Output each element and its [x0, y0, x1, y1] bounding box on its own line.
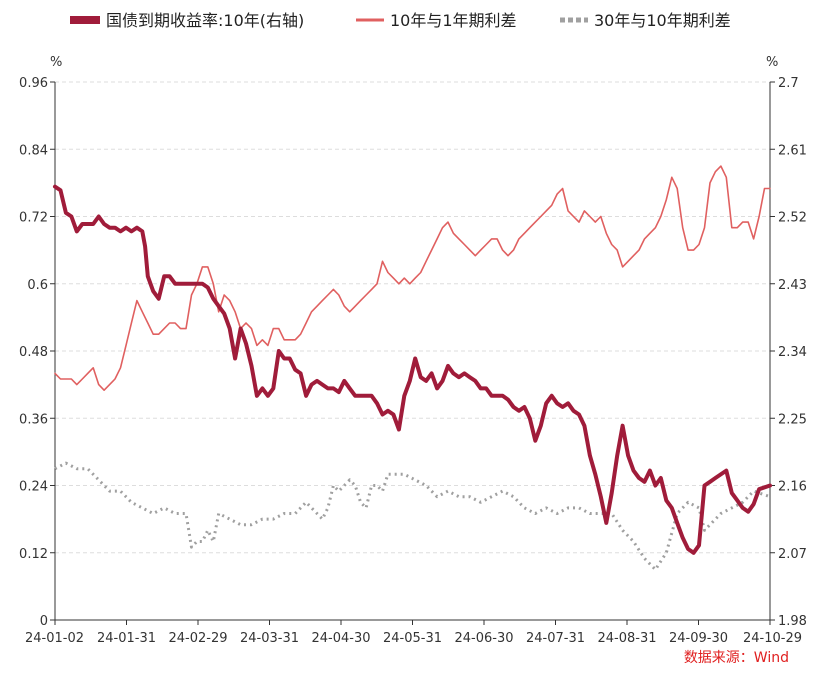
- left-tick-label: 0.84: [19, 143, 48, 158]
- x-tick-label: 24-06-30: [454, 631, 513, 646]
- legend-entry-10y-yield[interactable]: 国债到期收益率:10年(右轴): [70, 11, 304, 30]
- legend-entry-30y-10y-spread[interactable]: 30年与10年期利差: [560, 11, 731, 30]
- left-axis-unit: %: [50, 55, 62, 70]
- legend-entry-10y-1y-spread[interactable]: 10年与1年期利差: [356, 11, 517, 30]
- legend-label-10y-1y-spread: 10年与1年期利差: [390, 11, 517, 30]
- x-tick-label: 24-09-30: [669, 631, 728, 646]
- legend-label-30y-10y-spread: 30年与10年期利差: [594, 11, 731, 30]
- legend-swatch-10y-yield: [70, 16, 100, 24]
- series-line-10y-yield: [53, 184, 772, 555]
- right-axis-unit: %: [766, 55, 778, 70]
- series-layer: [53, 165, 772, 572]
- left-tick-label: 0: [40, 614, 48, 629]
- left-tick-label: 0.48: [19, 345, 48, 360]
- legend: 国债到期收益率:10年(右轴) 10年与1年期利差 30年与10年期利差: [70, 11, 731, 30]
- left-tick-label: 0.6: [27, 278, 48, 293]
- x-tick-label: 24-03-31: [240, 631, 299, 646]
- right-tick-label: 2.34: [778, 345, 807, 360]
- axes: 0.96 2.7 0.84 2.61 0.72 2.52 0.6 2.43 0.48 2.34 0.…: [19, 76, 807, 646]
- right-tick-label: 1.98: [778, 614, 807, 629]
- x-tick-label: 24-10-29: [743, 631, 802, 646]
- source-note: 数据来源：Wind: [684, 650, 789, 666]
- left-tick-label: 0.36: [19, 412, 48, 427]
- right-tick-label: 2.25: [778, 412, 807, 427]
- right-tick-label: 2.07: [778, 547, 807, 562]
- series-line-30y-10y-spread: [54, 461, 771, 572]
- right-tick-label: 2.61: [778, 143, 807, 158]
- legend-label-10y-yield: 国债到期收益率:10年(右轴): [106, 11, 304, 30]
- x-tick-label: 24-08-31: [597, 631, 656, 646]
- x-tick-label: 24-01-02: [25, 631, 84, 646]
- right-tick-label: 2.16: [778, 480, 807, 495]
- right-tick-label: 2.52: [778, 211, 807, 226]
- x-tick-label: 24-01-31: [97, 631, 156, 646]
- x-tick-label: 24-07-31: [526, 631, 585, 646]
- left-tick-label: 0.24: [19, 480, 48, 495]
- x-tick-label: 24-04-30: [311, 631, 370, 646]
- right-tick-label: 2.43: [778, 278, 807, 293]
- left-tick-label: 0.12: [19, 547, 48, 562]
- x-tick-label: 24-05-31: [383, 631, 442, 646]
- right-tick-label: 2.7: [778, 76, 799, 91]
- left-tick-label: 0.72: [19, 211, 48, 226]
- x-tick-label: 24-02-29: [168, 631, 227, 646]
- left-tick-label: 0.96: [19, 76, 48, 91]
- series-line-10y-1y-spread: [54, 165, 771, 391]
